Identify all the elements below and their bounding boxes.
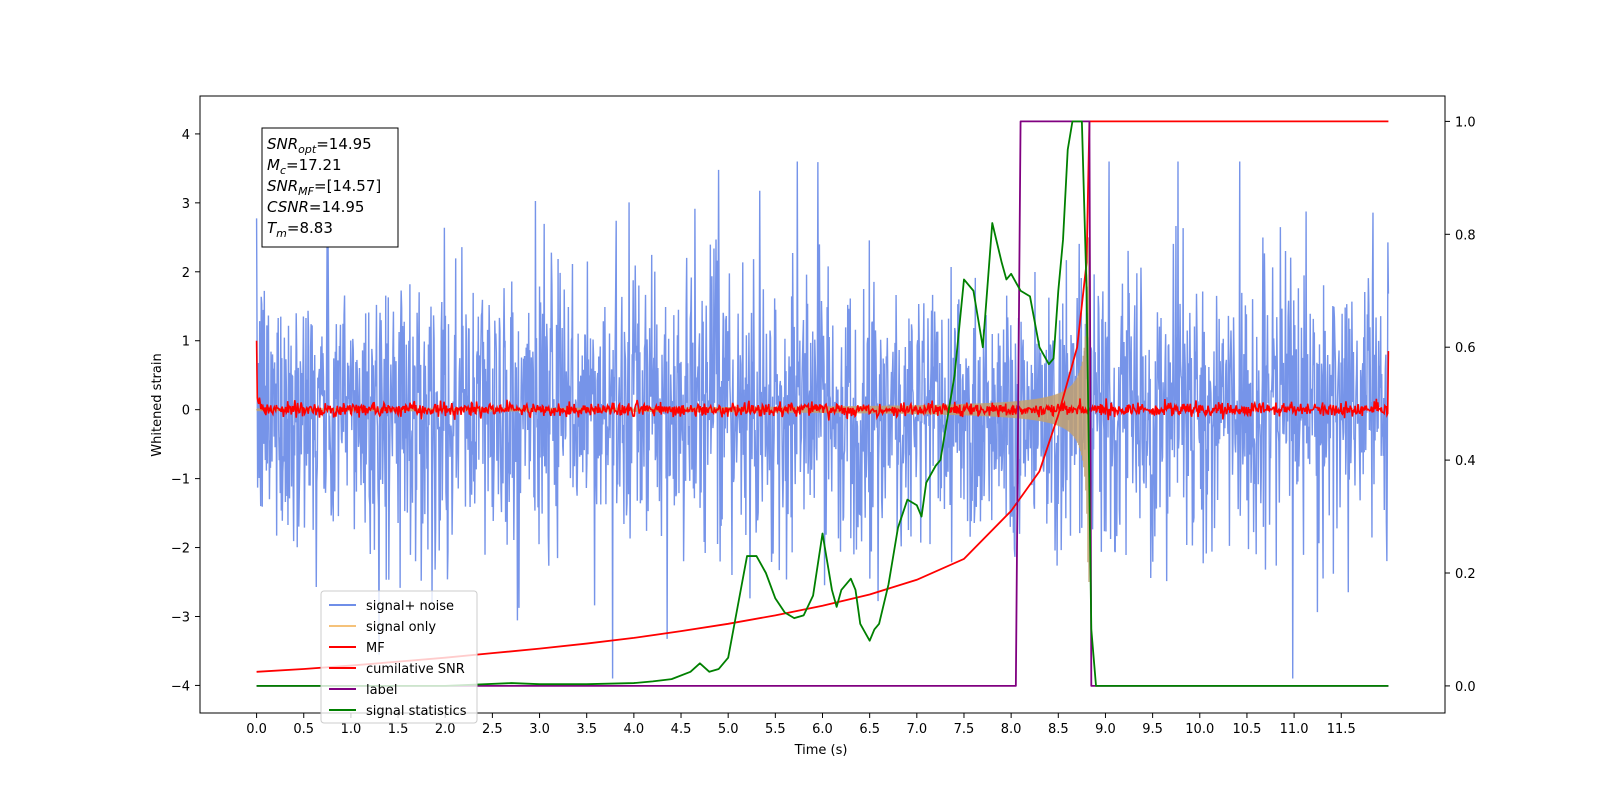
legend-label: MF — [366, 641, 385, 656]
x-tick-label: 4.0 — [624, 722, 645, 737]
x-tick-label: 3.0 — [529, 722, 550, 737]
y-tick-label: −4 — [171, 679, 190, 694]
x-tick-label: 7.0 — [906, 722, 927, 737]
annotation-frame — [261, 127, 399, 248]
y2-tick-label: 1.0 — [1455, 115, 1476, 130]
x-tick-label: 5.5 — [765, 722, 786, 737]
y2-tick-label: 0.2 — [1455, 567, 1476, 582]
y2-tick-label: 0.8 — [1455, 228, 1476, 243]
legend-label: signal statistics — [366, 704, 467, 719]
x-tick-label: 6.5 — [859, 722, 880, 737]
legend: signal+ noise signal only MF cumilative SNR… — [320, 590, 478, 724]
x-tick-label: 2.0 — [435, 722, 456, 737]
annotation-line: Mc=17.21 — [267, 156, 342, 177]
x-tick-label: 8.5 — [1048, 722, 1069, 737]
x-tick-label: 2.5 — [482, 722, 503, 737]
x-tick-label: 10.5 — [1232, 722, 1261, 737]
series-signal-noise — [255, 161, 1390, 679]
y2-axis-ticks: 1.0 0.8 0.6 0.4 0.2 0.0 — [1445, 115, 1476, 695]
x-axis-label: Time (s) — [794, 743, 848, 758]
x-tick-label: 6.0 — [812, 722, 833, 737]
y-tick-label: 0 — [182, 404, 190, 419]
x-tick-label: 9.0 — [1095, 722, 1116, 737]
annotation-box: SNRopt=14.95Mc=17.21SNRMF=[14.57]CSNR=14… — [261, 127, 399, 248]
y-axis-label: Whitened strain — [150, 353, 165, 456]
annotation-lines: SNRopt=14.95Mc=17.21SNRMF=[14.57]CSNR=14… — [267, 135, 381, 240]
legend-label: label — [366, 683, 397, 698]
y2-tick-label: 0.4 — [1455, 454, 1476, 469]
y2-tick-label: 0.6 — [1455, 341, 1476, 356]
x-tick-label: 11.0 — [1280, 722, 1309, 737]
x-tick-label: 5.0 — [718, 722, 739, 737]
y-tick-label: 1 — [182, 335, 190, 350]
x-axis-ticks: 0.0 0.5 1.0 1.5 2.0 2.5 3.0 3.5 4.0 4.5 5.0 5.5 6.0 6… — [246, 713, 1356, 737]
x-tick-label: 1.0 — [341, 722, 362, 737]
x-tick-label: 3.5 — [576, 722, 597, 737]
y-tick-label: 2 — [182, 266, 190, 281]
x-tick-label: 10.0 — [1185, 722, 1214, 737]
x-tick-label: 0.5 — [293, 722, 314, 737]
annotation-line: SNRMF=[14.57] — [267, 177, 381, 198]
y-tick-label: −1 — [171, 473, 190, 488]
y-tick-label: 4 — [182, 128, 190, 143]
x-tick-label: 0.0 — [246, 722, 267, 737]
series-mf — [255, 340, 1390, 421]
y-tick-label: −2 — [171, 542, 190, 557]
y-tick-label: −3 — [171, 610, 190, 625]
x-tick-label: 9.5 — [1142, 722, 1163, 737]
y-tick-label: 3 — [182, 197, 190, 212]
annotation-line: SNRopt=14.95 — [267, 135, 372, 156]
annotation-line: Tm=8.83 — [267, 219, 333, 240]
x-tick-label: 8.0 — [1001, 722, 1022, 737]
x-tick-label: 7.5 — [954, 722, 975, 737]
x-tick-label: 1.5 — [388, 722, 409, 737]
series-signal-statistics — [256, 120, 1389, 687]
legend-label: signal only — [366, 620, 436, 635]
x-tick-label: 11.5 — [1327, 722, 1356, 737]
y-axis-ticks: 4 3 2 1 0 −1 −2 −3 −4 — [171, 128, 200, 694]
legend-label: cumilative SNR — [366, 662, 465, 677]
x-tick-label: 4.5 — [671, 722, 692, 737]
legend-label: signal+ noise — [366, 599, 454, 614]
legend-items: signal+ noise signal only MF cumilative SNR… — [329, 599, 467, 719]
legend-frame — [320, 590, 478, 724]
annotation-line: CSNR=14.95 — [267, 198, 364, 216]
y2-tick-label: 0.0 — [1455, 680, 1476, 695]
